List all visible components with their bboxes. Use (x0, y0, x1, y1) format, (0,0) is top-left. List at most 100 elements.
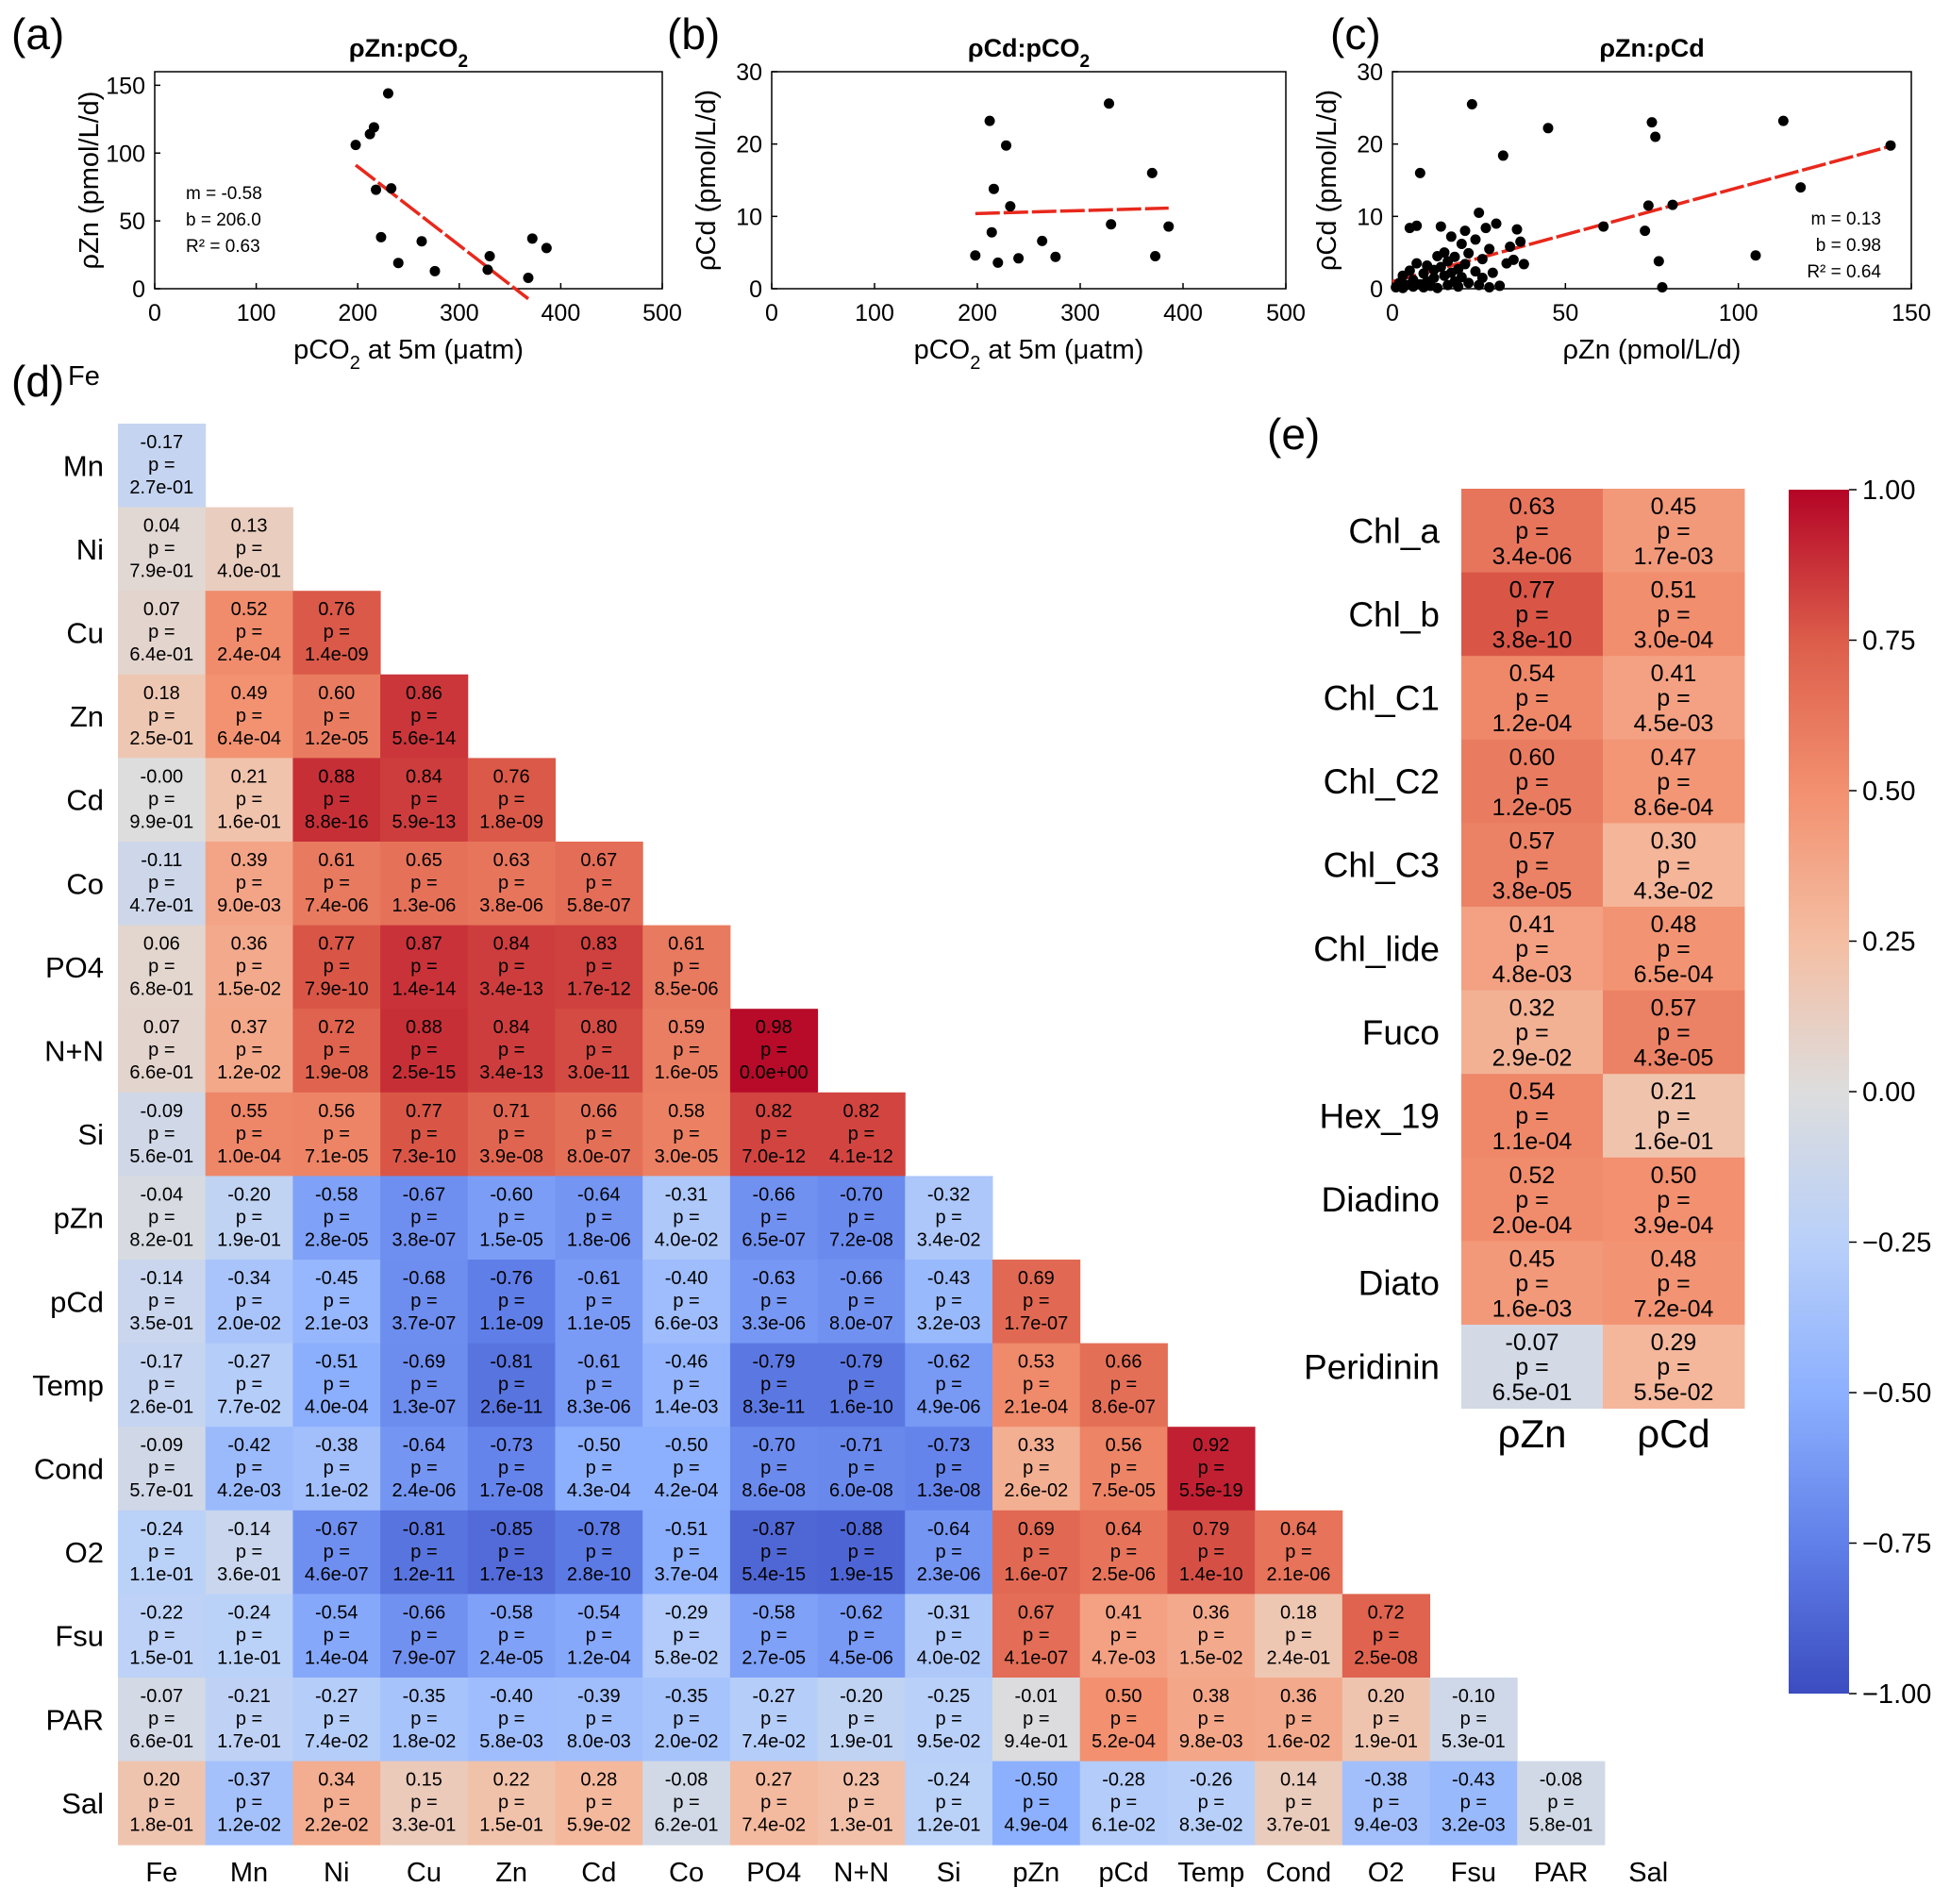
cell-r-value: -0.27 (752, 1686, 795, 1707)
cell-r-value: -0.70 (840, 1184, 883, 1205)
cell-r-value: -0.14 (141, 1268, 184, 1289)
data-point (1484, 243, 1495, 255)
cell-p-value: 1.0e-04 (217, 1146, 281, 1167)
heatmap-cell (817, 1510, 906, 1595)
heatmap-cell (205, 925, 293, 1010)
cell-r-value: -0.20 (227, 1184, 271, 1205)
heatmap-cell (1603, 990, 1745, 1075)
data-point (1037, 235, 1048, 246)
cell-r-value: -0.50 (577, 1435, 621, 1456)
heatmap-cell (118, 424, 207, 509)
x-tick-label: 150 (1892, 300, 1931, 326)
cell-p-value: 4.0e-04 (305, 1397, 369, 1418)
cell-r-value: -0.64 (927, 1519, 971, 1540)
cell-p-value: 8.0e-07 (567, 1146, 631, 1167)
x-tick-label: 300 (440, 300, 479, 326)
cell-p-value: 8.0e-03 (567, 1731, 631, 1752)
cell-r-value: -0.81 (403, 1519, 446, 1540)
cell-p-label: p = (1657, 1354, 1690, 1380)
cell-p-label: p = (935, 1207, 961, 1228)
cell-p-label: p = (673, 1625, 699, 1645)
cell-p-label: p = (324, 957, 350, 977)
cell-p-label: p = (236, 1625, 262, 1645)
cell-p-value: 1.5e-02 (1179, 1647, 1243, 1668)
heatmap-cell (292, 842, 381, 927)
cell-p-label: p = (673, 1040, 699, 1061)
cell-r-value: -0.25 (927, 1686, 971, 1707)
cell-r-value: -0.40 (490, 1686, 533, 1707)
cell-r-value: -0.46 (665, 1352, 708, 1373)
colorbar-tick-label: 0.50 (1862, 777, 1915, 807)
cell-r-value: -0.07 (141, 1686, 184, 1707)
heatmap-cell (205, 1343, 293, 1428)
plot-title: ρZn:ρCd (1599, 34, 1704, 62)
plot-title: ρZn:pCO2 (349, 34, 468, 72)
cell-p-value: 1.2e-05 (1492, 794, 1573, 821)
data-point (429, 265, 441, 276)
cell-p-label: p = (848, 1542, 875, 1562)
cell-p-label: p = (236, 1291, 262, 1311)
cell-r-value: -0.08 (1540, 1770, 1583, 1791)
cell-r-value: 0.45 (1651, 493, 1697, 520)
heatmap-cell (817, 1343, 906, 1428)
heatmap-cell (467, 1427, 556, 1512)
heatmap-cell (992, 1761, 1081, 1846)
cell-p-value: 3.7e-01 (1267, 1815, 1331, 1836)
cell-p-value: 2.1e-04 (1004, 1397, 1068, 1418)
cell-r-value: -0.08 (665, 1770, 708, 1791)
heatmap-cell (292, 1510, 381, 1595)
cell-p-label: p = (673, 1375, 699, 1395)
cell-p-label: p = (1110, 1375, 1137, 1395)
cell-p-label: p = (324, 789, 350, 810)
panel-label: (c) (1330, 9, 1381, 58)
cell-r-value: -0.68 (403, 1268, 446, 1289)
cell-p-label: p = (760, 1458, 787, 1478)
data-point (1411, 258, 1423, 269)
heatmap-cell (118, 925, 207, 1010)
data-point (1518, 259, 1529, 270)
cell-p-label: p = (1110, 1793, 1137, 1813)
cell-p-label: p = (410, 789, 437, 810)
cell-p-value: 4.2e-03 (217, 1480, 281, 1501)
cell-p-value: 8.3e-02 (1179, 1815, 1243, 1836)
heatmap-cell (292, 1761, 381, 1846)
cell-p-label: p = (935, 1542, 961, 1562)
cell-r-value: -0.58 (490, 1602, 533, 1623)
cell-r-value: -0.87 (752, 1519, 795, 1540)
cell-p-label: p = (1515, 852, 1548, 878)
heatmap-cell (992, 1510, 1081, 1595)
column-label: Si (937, 1858, 961, 1888)
cell-r-value: -0.81 (490, 1352, 533, 1373)
row-label: N+N (44, 1035, 104, 1068)
cell-p-value: 3.3e-01 (392, 1815, 457, 1836)
cell-p-value: 5.5e-19 (1179, 1480, 1243, 1501)
cell-r-value: -0.64 (577, 1184, 621, 1205)
cell-p-label: p = (324, 1291, 350, 1311)
cell-p-value: 2.8e-10 (567, 1564, 631, 1585)
heatmap-cell (642, 1009, 731, 1094)
cell-p-value: 1.8e-09 (479, 811, 543, 832)
cell-r-value: -0.31 (927, 1602, 971, 1623)
cell-r-value: -0.28 (1102, 1770, 1145, 1791)
heatmap-cell (992, 1427, 1081, 1512)
heatmap-cell (555, 1176, 643, 1261)
cell-p-value: 1.2e-02 (217, 1815, 281, 1836)
y-axis-label: ρZn (pmol/L/d) (75, 92, 105, 270)
cell-r-value: -0.78 (577, 1519, 621, 1540)
cell-p-label: p = (673, 1124, 699, 1144)
x-tick-label: 50 (1552, 300, 1578, 326)
cell-p-label: p = (1285, 1542, 1311, 1562)
heatmap-cell (1079, 1427, 1168, 1512)
cell-p-value: 4.1e-07 (1004, 1647, 1068, 1668)
cell-r-value: -0.66 (403, 1602, 446, 1623)
heatmap-cell (292, 1343, 381, 1428)
cell-r-value: 0.23 (842, 1770, 879, 1791)
cell-p-value: 2.4e-05 (479, 1647, 543, 1668)
cell-p-label: p = (1657, 1020, 1690, 1046)
heatmap-cell (992, 1678, 1081, 1762)
cell-r-value: 0.28 (580, 1770, 617, 1791)
cell-r-value: -0.20 (840, 1686, 883, 1707)
heatmap-cell (205, 1260, 293, 1344)
cell-r-value: 0.27 (756, 1770, 792, 1791)
cell-r-value: -0.24 (927, 1770, 971, 1791)
